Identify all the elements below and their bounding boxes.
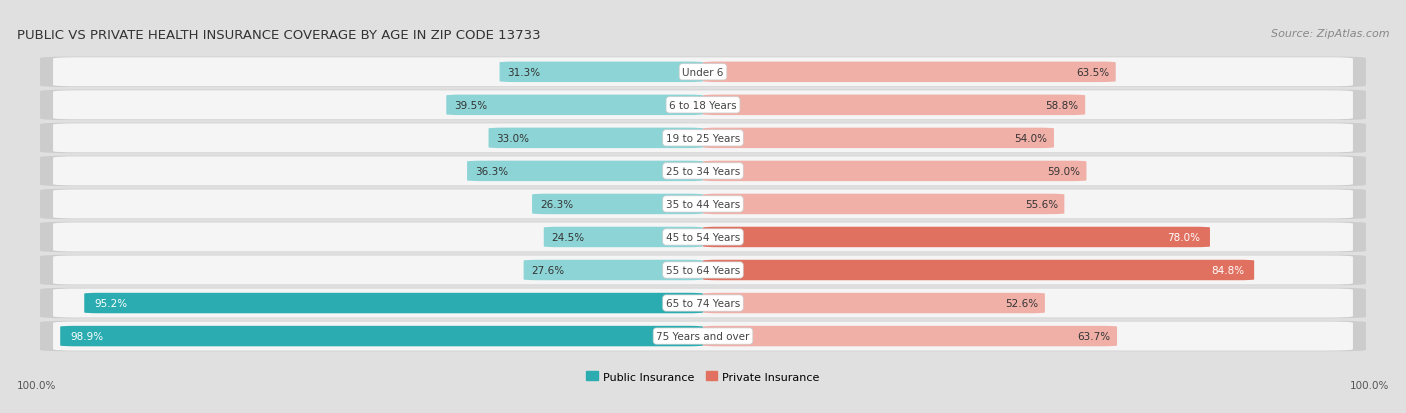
FancyBboxPatch shape (703, 194, 1064, 215)
Text: 35 to 44 Years: 35 to 44 Years (666, 199, 740, 209)
FancyBboxPatch shape (488, 128, 703, 149)
FancyBboxPatch shape (39, 321, 1367, 351)
Text: Under 6: Under 6 (682, 68, 724, 78)
Text: 55.6%: 55.6% (1025, 199, 1057, 209)
FancyBboxPatch shape (544, 227, 703, 248)
Text: 45 to 54 Years: 45 to 54 Years (666, 233, 740, 242)
Text: 95.2%: 95.2% (94, 298, 127, 308)
FancyBboxPatch shape (53, 223, 1353, 252)
FancyBboxPatch shape (53, 256, 1353, 285)
FancyBboxPatch shape (53, 190, 1353, 219)
FancyBboxPatch shape (703, 62, 1116, 83)
Text: PUBLIC VS PRIVATE HEALTH INSURANCE COVERAGE BY AGE IN ZIP CODE 13733: PUBLIC VS PRIVATE HEALTH INSURANCE COVER… (17, 29, 540, 42)
FancyBboxPatch shape (467, 161, 703, 182)
Text: 58.8%: 58.8% (1046, 101, 1078, 111)
Text: 78.0%: 78.0% (1167, 233, 1201, 242)
Text: 36.3%: 36.3% (475, 166, 508, 176)
Text: 39.5%: 39.5% (454, 101, 488, 111)
FancyBboxPatch shape (53, 91, 1353, 120)
FancyBboxPatch shape (53, 58, 1353, 87)
Text: 6 to 18 Years: 6 to 18 Years (669, 101, 737, 111)
FancyBboxPatch shape (53, 289, 1353, 318)
Text: 33.0%: 33.0% (496, 133, 529, 144)
FancyBboxPatch shape (499, 62, 703, 83)
Text: 59.0%: 59.0% (1047, 166, 1080, 176)
FancyBboxPatch shape (39, 288, 1367, 318)
FancyBboxPatch shape (703, 227, 1211, 248)
FancyBboxPatch shape (523, 260, 703, 280)
Text: Source: ZipAtlas.com: Source: ZipAtlas.com (1271, 29, 1389, 39)
FancyBboxPatch shape (703, 95, 1085, 116)
Text: 19 to 25 Years: 19 to 25 Years (666, 133, 740, 144)
Text: 26.3%: 26.3% (540, 199, 574, 209)
FancyBboxPatch shape (39, 90, 1367, 121)
FancyBboxPatch shape (531, 194, 703, 215)
FancyBboxPatch shape (84, 293, 703, 313)
Text: 55 to 64 Years: 55 to 64 Years (666, 265, 740, 275)
FancyBboxPatch shape (53, 322, 1353, 351)
Text: 31.3%: 31.3% (508, 68, 540, 78)
Text: 100.0%: 100.0% (17, 380, 56, 390)
FancyBboxPatch shape (703, 128, 1054, 149)
FancyBboxPatch shape (53, 157, 1353, 186)
FancyBboxPatch shape (53, 124, 1353, 153)
Text: 52.6%: 52.6% (1005, 298, 1039, 308)
Text: 65 to 74 Years: 65 to 74 Years (666, 298, 740, 308)
Text: 98.9%: 98.9% (70, 331, 103, 341)
FancyBboxPatch shape (39, 157, 1367, 187)
Text: 27.6%: 27.6% (531, 265, 565, 275)
FancyBboxPatch shape (703, 161, 1087, 182)
FancyBboxPatch shape (39, 189, 1367, 220)
FancyBboxPatch shape (39, 123, 1367, 154)
FancyBboxPatch shape (446, 95, 703, 116)
Text: 63.7%: 63.7% (1077, 331, 1111, 341)
Text: 84.8%: 84.8% (1212, 265, 1244, 275)
FancyBboxPatch shape (60, 326, 703, 347)
FancyBboxPatch shape (703, 293, 1045, 313)
FancyBboxPatch shape (39, 255, 1367, 285)
FancyBboxPatch shape (703, 326, 1116, 347)
Text: 63.5%: 63.5% (1076, 68, 1109, 78)
Text: 54.0%: 54.0% (1015, 133, 1047, 144)
FancyBboxPatch shape (39, 222, 1367, 252)
Legend: Public Insurance, Private Insurance: Public Insurance, Private Insurance (586, 372, 820, 382)
FancyBboxPatch shape (39, 57, 1367, 88)
Text: 24.5%: 24.5% (551, 233, 585, 242)
Text: 75 Years and over: 75 Years and over (657, 331, 749, 341)
Text: 100.0%: 100.0% (1350, 380, 1389, 390)
FancyBboxPatch shape (703, 260, 1254, 280)
Text: 25 to 34 Years: 25 to 34 Years (666, 166, 740, 176)
